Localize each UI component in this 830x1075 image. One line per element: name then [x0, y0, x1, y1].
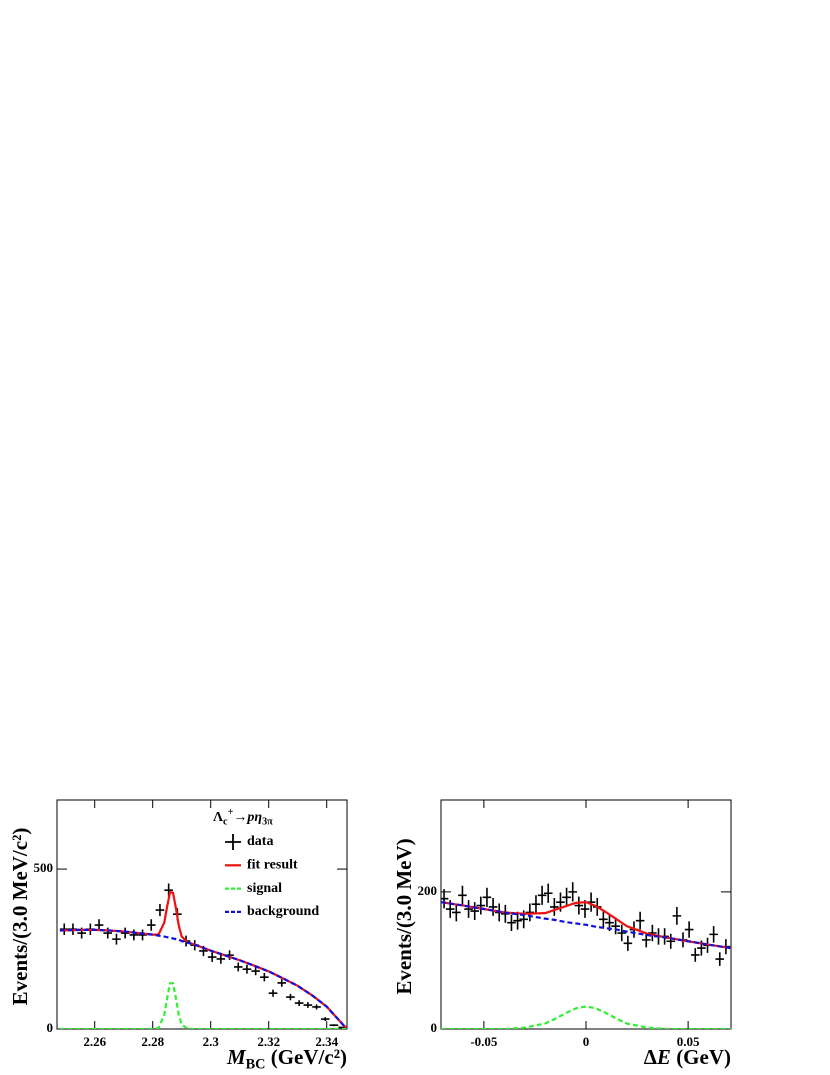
data-point [476, 896, 486, 915]
fit-curve [59, 928, 347, 1029]
data-point [537, 885, 547, 905]
label-part: (GeV/c²) [271, 1045, 347, 1069]
data-point [623, 935, 633, 951]
plot-frame [440, 799, 732, 1030]
data-point [138, 929, 147, 941]
data-point [648, 924, 657, 942]
legend-label: fit result [247, 858, 298, 873]
data-point [207, 952, 217, 962]
x-tick-label: -0.05 [470, 1034, 498, 1049]
plot-area [441, 882, 731, 1029]
data-point [470, 902, 479, 920]
data-point [562, 887, 571, 907]
label-part: Λ [213, 810, 223, 825]
data-point [715, 952, 725, 966]
data-point [543, 883, 553, 903]
data-point [329, 1024, 339, 1027]
data-point [531, 895, 541, 914]
label-part: + [228, 807, 234, 818]
x-axis-title: MBC (GeV/c²) [226, 1045, 347, 1073]
label-part: BC [246, 1057, 266, 1073]
legend-label: signal [247, 881, 282, 896]
plot-area [59, 883, 347, 1029]
data-point [268, 989, 278, 997]
data-point [441, 889, 449, 909]
data-point [550, 898, 559, 916]
decay-label: Λc+→pη3π [213, 807, 273, 828]
label-part: c [223, 817, 228, 828]
data-point [464, 900, 473, 918]
fit-curve [441, 901, 731, 950]
x-tick-label: 0 [583, 1034, 590, 1049]
data-point [568, 882, 578, 902]
data-point [146, 919, 156, 931]
data-point [507, 914, 516, 931]
label-part: M [226, 1045, 247, 1069]
data-point [120, 927, 130, 939]
data-point [690, 948, 700, 962]
y-tick-label: 200 [418, 883, 438, 898]
data-point [574, 896, 584, 915]
data-point [320, 1017, 330, 1021]
data-point [303, 1002, 313, 1008]
data-point [294, 1000, 304, 1006]
x-tick-label: 2.32 [257, 1034, 280, 1049]
data-point [617, 924, 627, 942]
data-point [94, 919, 104, 931]
x-axis-title: ΔE (GeV) [644, 1045, 731, 1069]
data-point [488, 898, 498, 916]
data-point [684, 921, 694, 938]
y-tick-label: 0 [431, 1020, 438, 1035]
data-point [233, 962, 243, 972]
data-point [277, 979, 287, 987]
data-point [525, 903, 535, 922]
data-point [312, 1004, 321, 1010]
data-point [155, 903, 165, 917]
y-tick-label: 0 [47, 1020, 54, 1035]
data-point [599, 910, 608, 929]
data-point [112, 933, 121, 945]
data-point [635, 911, 645, 930]
x-tick-label: 2.34 [315, 1034, 338, 1049]
label-part: Δ [644, 1045, 657, 1069]
label-part: η [254, 810, 262, 825]
data-point [513, 911, 522, 930]
data-point [611, 917, 620, 935]
data-point [666, 933, 676, 949]
x-tick-label: 2.28 [141, 1034, 164, 1049]
data-point [672, 906, 682, 925]
data-point [709, 926, 718, 943]
x-tick-label: 0.05 [677, 1034, 700, 1049]
y-tick-label: 500 [34, 860, 54, 875]
y-axis-title: Events/(3.0 MeV) [392, 838, 416, 994]
data-point [129, 929, 139, 941]
data-point [251, 966, 260, 976]
legend-label: data [247, 834, 273, 849]
x-tick-label: 2.26 [83, 1034, 106, 1049]
data-point [458, 885, 467, 905]
label-part: (GeV) [676, 1045, 731, 1069]
data-point [216, 954, 226, 964]
x-tick-label: 2.3 [203, 1034, 220, 1049]
label-part: → [233, 810, 247, 825]
data-point [286, 993, 295, 1001]
data-point [452, 903, 461, 922]
label-part: p [246, 810, 254, 825]
label-part: 3π [262, 817, 273, 828]
data-point [242, 964, 252, 974]
data-point [260, 973, 269, 982]
data-point [482, 887, 492, 907]
legend-symbol [225, 834, 241, 850]
legend-label: background [247, 904, 319, 919]
label-part: E [656, 1045, 671, 1069]
y-axis-title: Events/(3.0 MeV/c²) [8, 828, 32, 1006]
data-point [641, 932, 651, 948]
